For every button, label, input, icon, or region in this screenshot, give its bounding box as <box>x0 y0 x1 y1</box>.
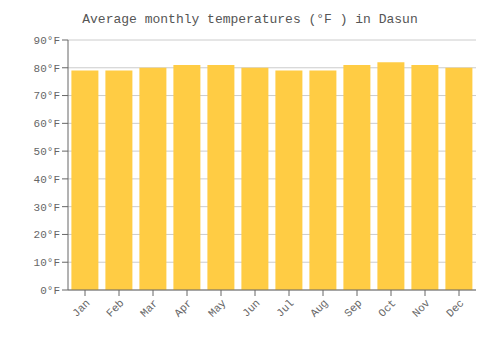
svg-text:Nov: Nov <box>410 297 433 320</box>
svg-text:Apr: Apr <box>172 297 194 319</box>
svg-text:Jul: Jul <box>274 297 296 319</box>
svg-text:May: May <box>206 297 229 320</box>
svg-text:20°F: 20°F <box>34 229 60 241</box>
svg-text:10°F: 10°F <box>34 257 60 269</box>
svg-text:50°F: 50°F <box>34 146 60 158</box>
svg-text:Dec: Dec <box>444 297 466 319</box>
html-text:Average monthly temperatures (: Average monthly temperatures (°F ) in Da… <box>82 12 418 27</box>
svg-text:40°F: 40°F <box>34 174 60 186</box>
svg-text:70°F: 70°F <box>34 90 60 102</box>
svg-text:0°F: 0°F <box>40 285 60 297</box>
svg-text:90°F: 90°F <box>34 35 60 47</box>
svg-text:Jan: Jan <box>70 297 92 319</box>
svg-text:Jun: Jun <box>240 297 262 319</box>
svg-text:Sep: Sep <box>342 297 364 319</box>
svg-text:30°F: 30°F <box>34 202 60 214</box>
svg-text:Oct: Oct <box>376 297 398 319</box>
svg-text:Feb: Feb <box>104 297 126 319</box>
svg-text:Aug: Aug <box>308 297 330 319</box>
svg-text:60°F: 60°F <box>34 118 60 130</box>
svg-text:80°F: 80°F <box>34 63 60 75</box>
svg-text:Mar: Mar <box>138 297 160 319</box>
